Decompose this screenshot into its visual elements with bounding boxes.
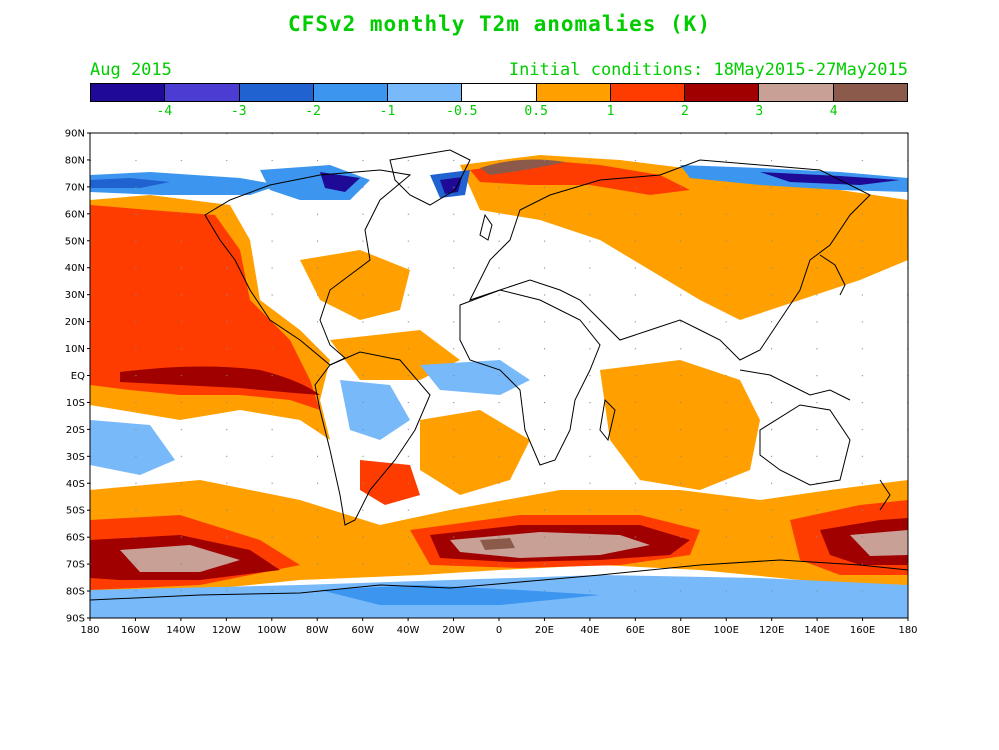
colorbar-tick-label: 0.5 [524, 104, 548, 119]
latitude-tick-label: 20N [65, 317, 85, 328]
colorbar-tick-label: 2 [680, 104, 689, 119]
longitude-tick-label: 60W [351, 625, 374, 636]
longitude-tick-label: 180 [898, 625, 917, 636]
longitude-tick-label: 180 [80, 625, 99, 636]
longitude-tick-label: 20E [535, 625, 554, 636]
latitude-tick-label: 20S [66, 425, 85, 436]
latitude-tick-label: 90N [65, 129, 85, 140]
longitude-tick-label: 60E [626, 625, 645, 636]
latitude-tick-label: 80S [66, 587, 85, 598]
latitude-tick-label: 70S [66, 560, 85, 571]
colorbar-tick-label: -3 [230, 104, 247, 119]
longitude-tick-label: 40W [397, 625, 420, 636]
valid-month-label: Aug 2015 [90, 60, 172, 80]
longitude-tick-label: 80E [671, 625, 690, 636]
colorbar-swatch [462, 84, 537, 101]
latitude-tick-label: EQ [71, 371, 85, 382]
colorbar-tick-label: 1 [606, 104, 615, 119]
coast-greenland [389, 149, 471, 206]
longitude-tick-label: 120E [759, 625, 784, 636]
colorbar-tick-label: -0.5 [446, 104, 478, 119]
latitude-tick-label: 80N [65, 155, 85, 166]
coast-new-zealand [879, 479, 891, 511]
longitude-tick-label: 100E [714, 625, 739, 636]
coast-north-america [204, 169, 412, 366]
colorbar-labels: -4 -3 -2 -1 -0.5 0.5 1 2 3 4 [90, 104, 908, 120]
latitude-tick-label: 50S [66, 506, 85, 517]
longitude-tick-label: 100W [257, 625, 286, 636]
coast-indonesia [739, 369, 851, 401]
coast-australia [759, 404, 851, 486]
map-title: CFSv2 monthly T2m anomalies (K) [288, 12, 711, 36]
coast-africa [459, 289, 601, 466]
longitude-axis: 180 160W 140W 120W 100W 80W 60W 40W 20W 0 20E 40E 60… [80, 618, 918, 636]
coast-antarctica [90, 559, 908, 601]
colorbar-swatch [833, 84, 907, 101]
colorbar-swatch [313, 84, 389, 101]
longitude-tick-label: 20W [442, 625, 465, 636]
longitude-tick-label: 80W [306, 625, 329, 636]
latitude-tick-label: 10S [66, 398, 85, 409]
coast-south-america [314, 351, 431, 526]
colorbar-swatch [165, 84, 240, 101]
colorbar-swatch [91, 84, 166, 101]
latitude-tick-label: 90S [66, 614, 85, 625]
latitude-tick-label: 60N [65, 209, 85, 220]
coast-japan [819, 254, 846, 296]
coast-uk [479, 213, 493, 241]
latitude-tick-label: 10N [65, 344, 85, 355]
grid-dots [90, 133, 908, 618]
longitude-tick-label: 160W [121, 625, 150, 636]
colorbar-swatch [610, 84, 686, 101]
longitude-tick-label: 40E [580, 625, 599, 636]
longitude-tick-label: 140W [166, 625, 195, 636]
coast-madagascar [599, 398, 616, 442]
colorbar-swatch [239, 84, 314, 101]
colorbar-swatch [388, 84, 463, 101]
latitude-axis: 90N 80N 70N 60N 50N 40N 30N 20N 10N EQ 10S 20S 30S 40… [65, 129, 90, 625]
latitude-tick-label: 30S [66, 452, 85, 463]
latitude-tick-label: 50N [65, 236, 85, 247]
latitude-tick-label: 30N [65, 290, 85, 301]
longitude-tick-label: 160E [850, 625, 875, 636]
colorbar-swatch [536, 84, 611, 101]
latitude-tick-label: 70N [65, 182, 85, 193]
latitude-tick-label: 40S [66, 479, 85, 490]
longitude-tick-label: 140E [804, 625, 829, 636]
colorbar-tick-label: -4 [156, 104, 173, 119]
longitude-tick-label: 120W [212, 625, 241, 636]
coast-europe-asia [469, 159, 871, 361]
colorbar-swatch [685, 84, 760, 101]
colorbar-swatch [759, 84, 834, 101]
coastlines [90, 149, 908, 601]
longitude-tick-label: 0 [496, 625, 502, 636]
colorbar-tick-label: -1 [379, 104, 396, 119]
colorbar-tick-label: 4 [829, 104, 838, 119]
colorbar-tick-label: 3 [755, 104, 764, 119]
initial-conditions-label: Initial conditions: 18May2015-27May2015 [508, 60, 908, 80]
latitude-tick-label: 60S [66, 533, 85, 544]
colorbar-tick-label: -2 [305, 104, 321, 119]
latitude-tick-label: 40N [65, 263, 85, 274]
colorbar [90, 83, 908, 102]
